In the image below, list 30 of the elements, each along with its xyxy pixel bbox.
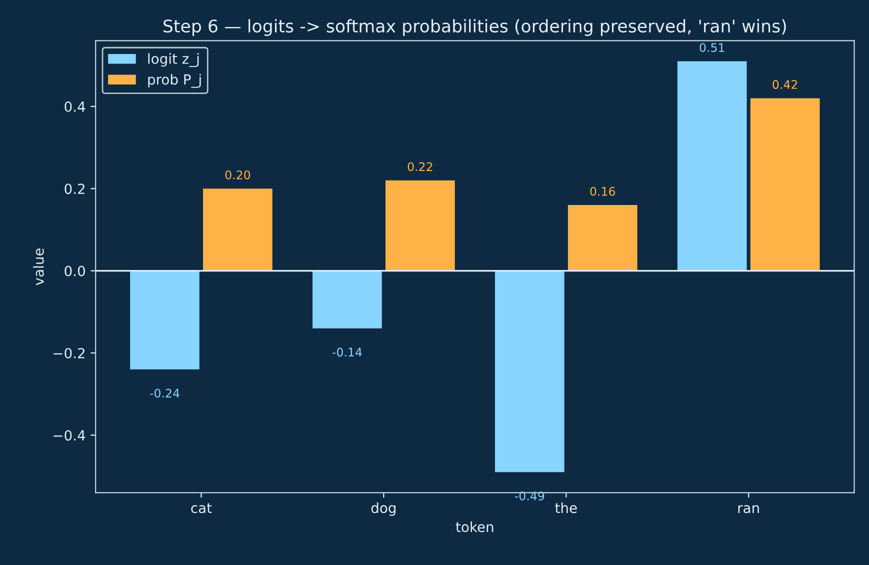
data-label: -0.14 — [332, 348, 362, 357]
x-tick-label: ran — [738, 505, 759, 514]
bar — [386, 180, 455, 271]
bar — [130, 270, 200, 370]
bar — [203, 188, 272, 271]
bar — [494, 270, 564, 472]
x-tick-label: the — [555, 502, 577, 514]
y-tick-label: −0.4 — [54, 430, 86, 441]
bar — [750, 98, 820, 271]
y-tick-label: 0.0 — [64, 266, 85, 276]
data-label: -0.49 — [514, 491, 544, 500]
y-axis-title: value — [33, 248, 44, 286]
data-label: 0.42 — [772, 80, 798, 89]
y-tick-label: −0.2 — [54, 348, 84, 358]
legend-label: logit z_j — [148, 53, 199, 68]
chart-title: Step 6 — logits -> softmax probabilities (ordering preserved, 'ran' wins) — [164, 19, 786, 36]
data-label: 0.22 — [408, 162, 432, 172]
data-label: -0.24 — [150, 388, 180, 398]
y-tick-label: 0.4 — [64, 101, 86, 112]
bar — [312, 270, 382, 328]
data-label: 0.16 — [590, 186, 616, 196]
x-tick-label: cat — [191, 503, 212, 514]
data-label: 0.51 — [700, 43, 724, 52]
bar — [677, 61, 747, 271]
legend-label: prob P_j — [148, 74, 201, 88]
x-tick-label: dog — [371, 502, 396, 516]
x-axis-title: token — [456, 521, 494, 532]
bar — [568, 205, 638, 271]
data-label: 0.20 — [225, 170, 250, 180]
y-tick-label: 0.2 — [64, 184, 84, 194]
